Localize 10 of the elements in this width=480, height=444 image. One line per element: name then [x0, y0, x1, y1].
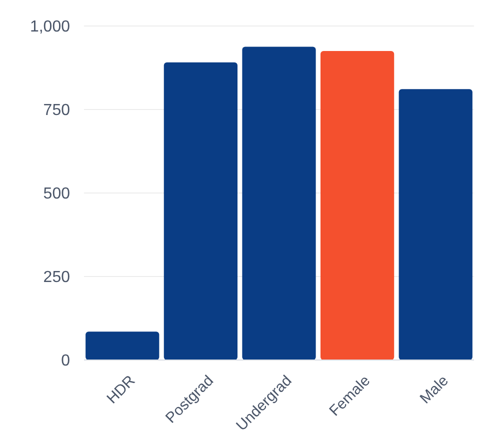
- y-tick-label: 0: [61, 352, 70, 370]
- y-tick-label: 500: [43, 186, 70, 203]
- bar: [86, 332, 160, 360]
- bar: [164, 62, 238, 360]
- bar: [398, 89, 472, 360]
- bar: [242, 46, 316, 360]
- y-tick-label: 750: [43, 102, 70, 120]
- y-tick-label: 1,000: [30, 18, 70, 36]
- bar: [320, 51, 394, 360]
- y-tick-label: 250: [43, 269, 70, 286]
